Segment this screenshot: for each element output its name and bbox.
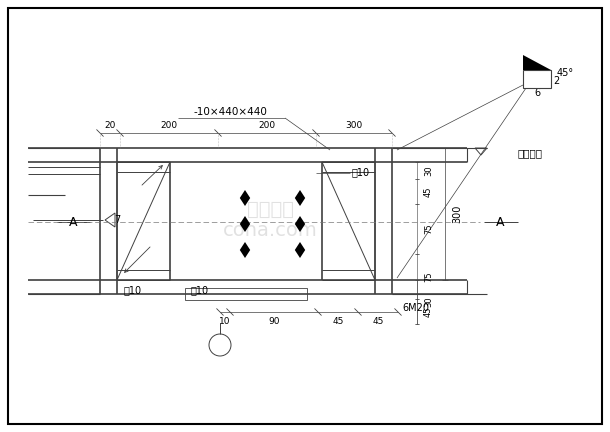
Text: 300: 300 xyxy=(345,121,362,130)
Polygon shape xyxy=(295,216,305,232)
Text: A: A xyxy=(496,216,504,229)
Text: 梁顶标高: 梁顶标高 xyxy=(517,148,542,158)
Bar xyxy=(523,70,551,88)
Text: -10×440×440: -10×440×440 xyxy=(193,107,267,117)
Polygon shape xyxy=(240,242,250,258)
Text: 6M20: 6M20 xyxy=(402,303,429,313)
Text: 45: 45 xyxy=(424,306,433,317)
Bar xyxy=(185,288,307,300)
Text: 土木在线
cona.com: 土木在线 cona.com xyxy=(223,200,317,241)
Text: 45: 45 xyxy=(372,317,384,325)
Text: 厕10: 厕10 xyxy=(191,285,209,295)
Text: 75: 75 xyxy=(424,271,433,282)
Text: 300: 300 xyxy=(452,205,462,223)
Text: 200: 200 xyxy=(259,121,276,130)
Text: 45: 45 xyxy=(332,317,343,325)
Text: 45: 45 xyxy=(424,186,433,197)
Polygon shape xyxy=(295,242,305,258)
Text: 20: 20 xyxy=(104,121,116,130)
Text: 45°: 45° xyxy=(557,68,574,78)
Text: 厕10: 厕10 xyxy=(124,285,142,295)
Text: 6: 6 xyxy=(534,88,540,98)
Text: A: A xyxy=(69,216,77,229)
Text: 30: 30 xyxy=(424,165,433,176)
Text: 90: 90 xyxy=(268,317,280,325)
Text: 厕10: 厕10 xyxy=(352,167,370,177)
Polygon shape xyxy=(523,55,551,70)
Text: 7: 7 xyxy=(113,215,120,225)
Text: 2: 2 xyxy=(553,76,559,86)
Text: 200: 200 xyxy=(160,121,178,130)
Polygon shape xyxy=(295,190,305,206)
Polygon shape xyxy=(240,216,250,232)
Text: 10: 10 xyxy=(219,317,231,325)
Text: 30: 30 xyxy=(424,297,433,307)
Text: 75: 75 xyxy=(424,224,433,234)
Polygon shape xyxy=(240,190,250,206)
